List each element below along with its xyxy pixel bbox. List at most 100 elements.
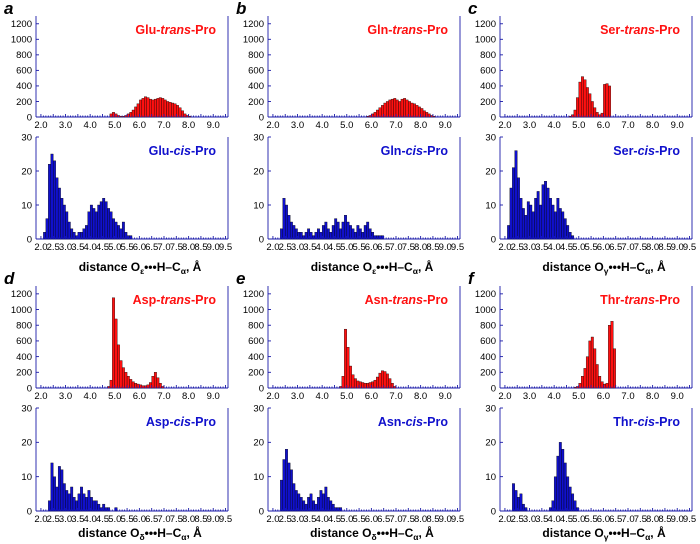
x-tick-label: 9.0 [439,391,452,402]
x-tick-label: 8.0 [646,242,659,253]
bar [390,98,394,118]
x-axis-label: distance Oδ•••H–Cα, Å [78,525,202,542]
bar [166,101,170,118]
x-tick-label: 5.5 [352,242,365,253]
x-tick-label: 3.0 [523,120,536,131]
bar [546,187,550,240]
series-title: Gln-cis-Pro [381,144,449,158]
x-tick-label: 3.0 [523,391,536,402]
bar [134,106,138,118]
bar [549,198,552,240]
y-tick-label: 30 [253,403,264,414]
series-title: Ser-trans-Pro [600,23,680,37]
x-tick-label: 5.5 [120,242,133,253]
bar [80,486,83,512]
panel-letter-e: e [236,269,245,288]
x-tick-label: 4.0 [548,120,561,131]
bar [568,486,572,512]
y-tick-label: 1200 [11,289,32,300]
bar [566,476,570,512]
x-tick-label: 9.0 [671,514,684,525]
bar [287,215,291,240]
x-tick-label: 6.0 [365,391,378,402]
x-tick-label: 3.0 [523,242,536,253]
x-tick-label: 4.5 [560,242,573,253]
y-tick-label: 1000 [475,35,496,46]
x-tick-label: 5.0 [108,514,121,525]
bar [413,103,416,118]
panel-letter-d: d [4,269,15,288]
y-tick-label: 800 [480,50,496,61]
y-tick-label: 10 [253,472,264,483]
bar [107,507,111,512]
x-tick-label: 7.0 [157,514,170,525]
x-tick-label: 9.0 [439,514,452,525]
bar [531,211,535,240]
y-tick-label: 20 [21,166,32,177]
bar [55,486,59,512]
panel-letter-b: b [236,0,246,18]
bar [561,449,565,512]
y-tick-label: 600 [248,336,264,347]
series-title: Gln-trans-Pro [367,23,448,37]
bar [121,221,125,240]
bar [117,225,120,240]
bar [62,483,66,512]
x-tick-label: 9.5 [683,242,696,253]
bar [107,208,111,240]
x-tick-label: 8.0 [646,514,659,525]
bar [610,321,614,389]
panel-d-cis-chart: 0 10 20 30 2.0 2.5 3.0 3.5 4.0 4.5 5.0 5.5 6.0 6.5 7.0… [21,403,232,542]
x-tick-label: 2.0 [266,120,279,131]
bar [581,376,584,389]
bar [581,76,584,118]
x-tick-label: 6.5 [145,514,158,525]
panel-d-trans-chart: d 0 200 400 600 800 1000 1200 2.0 3.0 4.0 5.0 6.0 7.0… [4,269,229,402]
bar [292,225,296,240]
bar [299,497,303,512]
x-tick-label: 4.5 [328,242,341,253]
y-tick-label: 1200 [475,19,496,30]
bar [65,211,69,240]
bar [102,198,106,240]
bar [524,215,528,240]
panel-b-cis-chart: 0 10 20 30 2.0 2.5 3.0 3.5 4.0 4.5 5.0 5.5 6.0 6.5 7.0… [253,132,464,276]
x-tick-label: 2.0 [34,120,47,131]
x-tick-label: 3.0 [291,391,304,402]
bar [112,297,115,389]
y-tick-label: 0 [27,506,32,517]
series-title: Asn-trans-Pro [365,293,449,307]
bar [45,218,49,240]
x-tick-label: 4.0 [316,242,329,253]
x-tick-label: 6.5 [377,514,390,525]
bar [351,228,355,240]
panel-c-trans-chart: c 0 200 400 600 800 1000 1200 2.0 3.0 4.0 5.0 6.0 7.0… [468,0,693,131]
bar [558,208,562,240]
y-tick-label: 200 [248,97,264,108]
bar [588,93,592,118]
y-tick-label: 400 [248,352,264,363]
y-tick-label: 1000 [11,35,32,46]
series-title: Thr-cis-Pro [613,415,680,429]
bar [521,208,525,240]
x-axis-label: distance Oε•••H–Cα, Å [311,259,434,276]
x-tick-label: 8.5 [658,242,671,253]
y-tick-label: 10 [485,472,496,483]
x-tick-label: 5.5 [120,514,133,525]
x-tick-label: 3.0 [523,514,536,525]
bar [324,221,328,240]
x-tick-label: 4.0 [316,391,329,402]
bar [317,228,320,240]
bar [55,177,59,240]
bar [329,500,333,512]
x-tick-label: 6.0 [133,120,146,131]
x-tick-label: 8.0 [182,391,195,402]
bar [156,377,160,389]
bar [99,201,103,240]
x-tick-label: 3.0 [59,242,72,253]
bar [605,83,609,118]
x-tick-label: 7.0 [157,120,170,131]
bar [385,101,389,118]
y-tick-label: 30 [21,403,32,414]
